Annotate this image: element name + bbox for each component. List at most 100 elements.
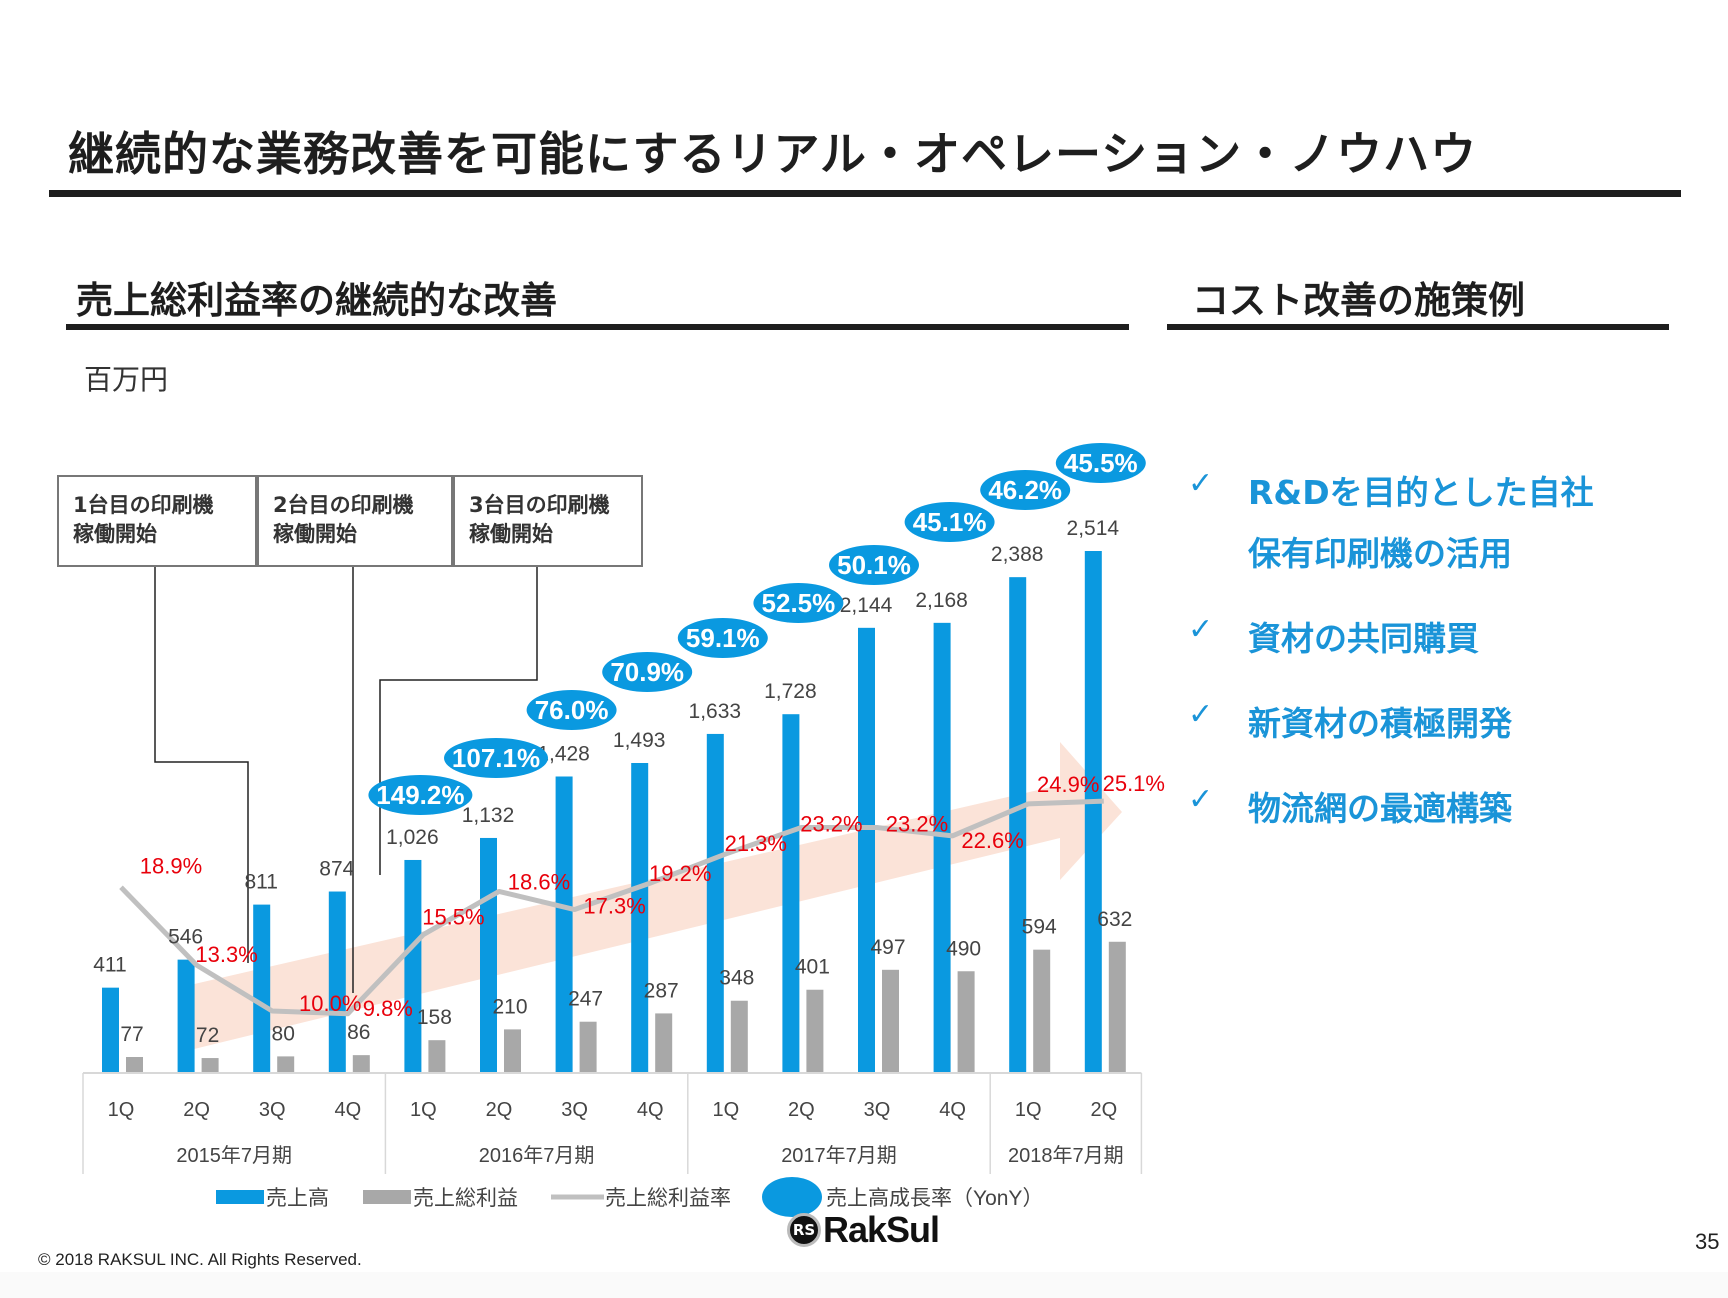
- measure-item: ✓ 物流網の最適構築: [1188, 778, 1512, 839]
- gross-profit-bar: [504, 1029, 521, 1073]
- gross-margin-label: 22.6%: [961, 828, 1023, 853]
- check-icon: ✓: [1188, 612, 1214, 647]
- gross-profit-bar: [579, 1021, 597, 1073]
- revenue-bar: [782, 714, 800, 1073]
- x-group-label: 2015年7月期: [176, 1144, 292, 1167]
- gross-profit-label: 594: [1022, 916, 1057, 939]
- revenue-label: 2,144: [840, 594, 893, 617]
- x-tick-label: 2Q: [183, 1099, 210, 1121]
- x-tick-label: 2Q: [788, 1099, 815, 1121]
- legend-label: 売上総利益率: [605, 1187, 731, 1210]
- gross-margin-label: 13.3%: [195, 942, 257, 967]
- chart-heading: 売上総利益率の継続的な改善: [76, 279, 557, 322]
- gross-profit-label: 401: [795, 956, 830, 979]
- revenue-label: 1,728: [764, 680, 817, 703]
- x-tick-label: 4Q: [334, 1099, 361, 1121]
- gross-profit-label: 80: [272, 1022, 295, 1045]
- x-tick-label: 2Q: [486, 1099, 513, 1121]
- gross-profit-bar: [428, 1040, 446, 1073]
- growth-rate-bubble: [753, 583, 844, 623]
- measure-text: 資材の共同購買: [1248, 619, 1479, 658]
- growth-rate-label: 50.1%: [837, 550, 911, 580]
- gross-margin-label: 23.2%: [800, 812, 862, 837]
- revenue-label: 811: [244, 871, 277, 894]
- gross-profit-bar: [1033, 949, 1051, 1073]
- gross-margin-label: 18.6%: [508, 869, 570, 894]
- check-icon: ✓: [1188, 697, 1214, 732]
- copyright: © 2018 RAKSUL INC. All Rights Reserved.: [38, 1250, 362, 1269]
- growth-rate-bubble: [1055, 443, 1146, 483]
- connector-line-3: [379, 567, 538, 875]
- x-tick-label: 1Q: [410, 1099, 437, 1121]
- gross-profit-label: 348: [719, 967, 754, 990]
- gross-profit-bar: [126, 1057, 143, 1073]
- annotation-line: 稼働開始: [273, 522, 357, 546]
- legend-label: 売上総利益: [413, 1187, 518, 1210]
- revenue-bar: [253, 904, 271, 1073]
- revenue-bar: [102, 987, 119, 1073]
- revenue-label: 1,633: [689, 700, 742, 723]
- growth-rate-label: 45.5%: [1064, 448, 1138, 478]
- growth-rate-bubble: [526, 690, 617, 730]
- annotation-line: 1台目の印刷機: [73, 493, 214, 517]
- gross-margin-line: [119, 798, 1104, 1017]
- revenue-bar: [328, 891, 346, 1073]
- measures-heading: コスト改善の施策例: [1192, 279, 1525, 322]
- gross-margin-label: 19.2%: [649, 861, 711, 886]
- measure-text: 新資材の積極開発: [1248, 704, 1512, 743]
- revenue-bar: [1009, 577, 1027, 1073]
- gross-profit-label: 247: [568, 988, 603, 1011]
- revenue-bar: [480, 837, 497, 1073]
- gross-profit-label: 158: [417, 1006, 452, 1029]
- x-tick-label: 1Q: [712, 1099, 739, 1121]
- gross-profit-bar: [730, 1000, 748, 1073]
- x-group-label: 2016年7月期: [479, 1144, 595, 1167]
- revenue-label: 1,026: [386, 826, 439, 849]
- x-tick-label: 3Q: [259, 1099, 286, 1121]
- growth-rate-bubble: [980, 470, 1071, 510]
- gross-profit-label: 77: [120, 1023, 143, 1046]
- gross-margin-label: 25.1%: [1103, 771, 1165, 796]
- growth-rate-bubble: [904, 502, 995, 542]
- revenue-bar: [706, 733, 724, 1073]
- revenue-bar: [933, 622, 951, 1073]
- growth-rate-label: 52.5%: [762, 588, 836, 618]
- connector-line-1: [154, 567, 249, 963]
- revenue-label: 411: [93, 954, 126, 977]
- gross-margin-label: 15.5%: [422, 905, 484, 930]
- gross-profit-bar: [882, 969, 899, 1073]
- growth-rate-bubble: [368, 775, 473, 815]
- revenue-label: 1,132: [462, 804, 515, 827]
- measure-item: ✓ 新資材の積極開発: [1188, 693, 1512, 754]
- revenue-label: 874: [319, 858, 354, 881]
- gross-profit-bar: [655, 1013, 673, 1073]
- gross-margin-label: 18.9%: [140, 853, 202, 878]
- legend-swatch-revenue: [216, 1190, 264, 1204]
- logo-mark-icon: RS: [787, 1213, 821, 1247]
- annotation-printer-1: 1台目の印刷機 稼働開始: [57, 475, 257, 567]
- title-divider: [49, 190, 1681, 197]
- logo-wordmark: RakSul: [823, 1209, 940, 1250]
- growth-rate-label: 149.2%: [376, 780, 464, 810]
- gross-profit-bar: [1108, 941, 1126, 1073]
- x-tick-label: 4Q: [637, 1099, 664, 1121]
- growth-rate-label: 76.0%: [535, 695, 609, 725]
- x-group-label: 2017年7月期: [781, 1144, 897, 1167]
- growth-rate-label: 46.2%: [988, 475, 1062, 505]
- growth-rate-label: 107.1%: [452, 743, 540, 773]
- gross-profit-bar: [806, 989, 824, 1073]
- slide-title: 継続的な業務改善を可能にするリアル・オペレーション・ノウハウ: [68, 127, 1478, 181]
- measure-text: R&Dを目的とした自社: [1248, 473, 1594, 512]
- revenue-bar: [555, 776, 573, 1073]
- unit-label: 百万円: [84, 363, 169, 396]
- gross-margin-label: 24.9%: [1037, 772, 1099, 797]
- revenue-label: 2,168: [915, 589, 968, 612]
- chart-heading-divider: [66, 324, 1129, 330]
- gross-profit-bar: [352, 1055, 370, 1073]
- gross-profit-label: 72: [196, 1024, 219, 1047]
- revenue-label: 546: [168, 926, 203, 949]
- gross-margin-label: 10.0%: [299, 991, 361, 1016]
- legend-swatch-gross-profit: [363, 1190, 411, 1204]
- annotation-line: 3台目の印刷機: [469, 493, 610, 517]
